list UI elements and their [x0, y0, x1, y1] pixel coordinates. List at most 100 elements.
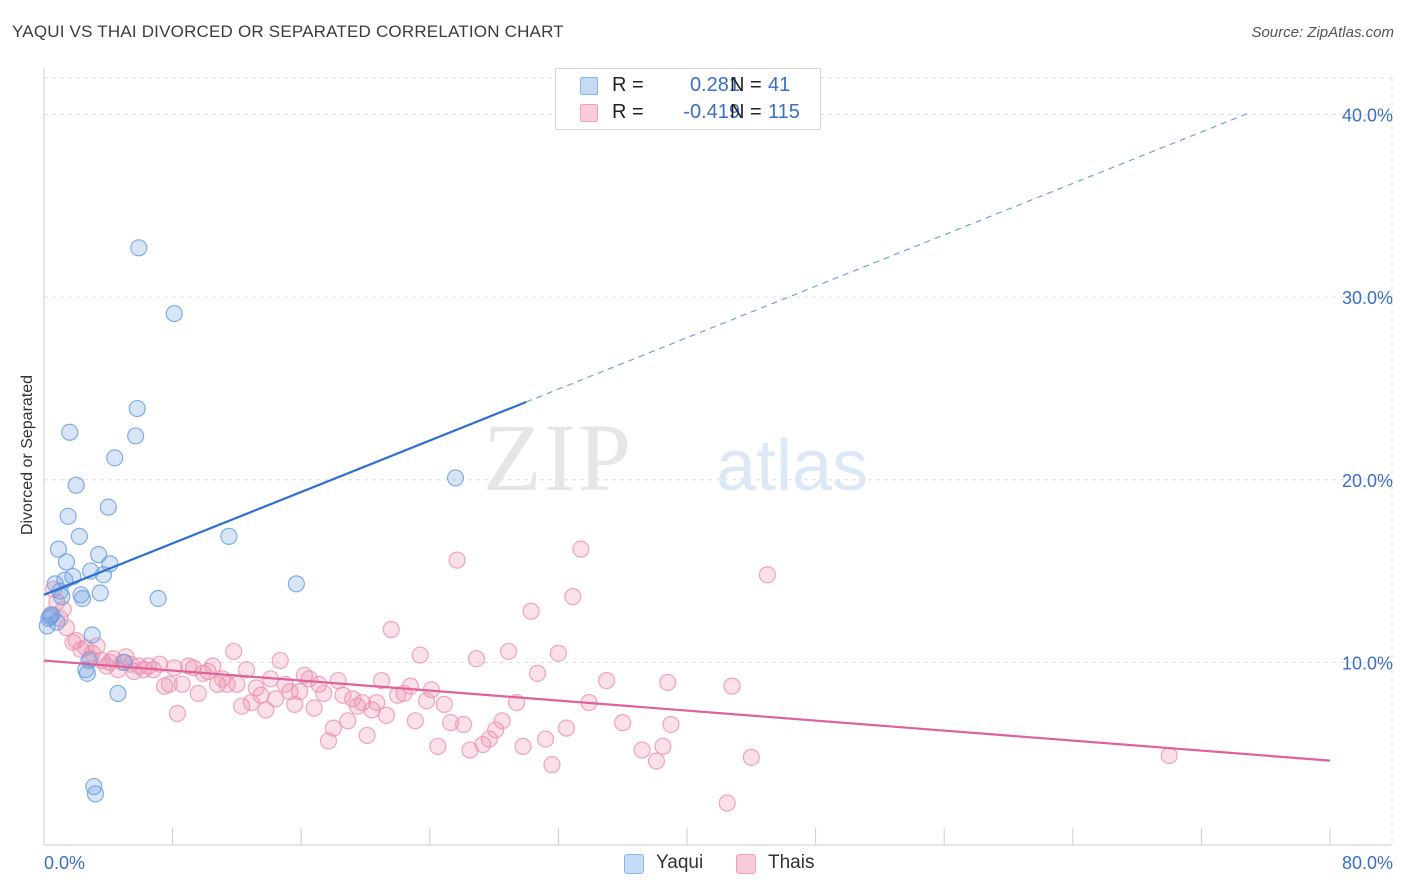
- thai-point: [271, 651, 289, 670]
- thai-point: [633, 741, 651, 759]
- source-credit: Source: ZipAtlas.com: [1251, 24, 1394, 41]
- thai-point: [168, 704, 187, 723]
- thai-point: [324, 719, 342, 737]
- thai-point: [382, 620, 400, 639]
- yaqui-point: [70, 527, 88, 545]
- thai-point: [257, 701, 275, 719]
- yaqui-point: [83, 626, 101, 644]
- thai-point: [173, 675, 191, 693]
- yaqui-point: [86, 785, 105, 803]
- thai-point: [334, 686, 352, 704]
- legend-n-label: N =: [730, 101, 762, 123]
- thai-point: [237, 661, 256, 679]
- thai-point: [654, 737, 672, 755]
- thai-point: [372, 672, 391, 690]
- thai-point: [315, 684, 333, 703]
- yaqui-point: [67, 476, 85, 494]
- yaqui-point: [99, 498, 117, 516]
- thai-point: [718, 794, 736, 812]
- legend-r-value: 0.281: [689, 74, 740, 96]
- y-tick-label: 20.0%: [1342, 471, 1393, 491]
- legend-n-label: N =: [730, 74, 762, 96]
- yaqui-point: [61, 423, 79, 441]
- yaqui-point: [41, 608, 60, 626]
- watermark: ZIP atlas: [483, 404, 868, 511]
- thai-point: [454, 715, 473, 734]
- thai-point: [557, 719, 576, 737]
- thai-point: [209, 675, 227, 693]
- thai-point: [522, 602, 540, 620]
- thai-point: [339, 712, 357, 730]
- thai-point: [467, 650, 486, 668]
- yaqui-point: [128, 399, 146, 418]
- thai-point: [199, 662, 217, 681]
- thai-point: [310, 675, 328, 693]
- thai-point: [514, 737, 532, 755]
- thai-point: [614, 714, 632, 732]
- yaqui-point: [149, 589, 167, 608]
- thai-point: [160, 675, 178, 693]
- thai-point: [442, 714, 460, 732]
- thai-point: [499, 642, 518, 661]
- legend-swatch-thais: [580, 104, 598, 122]
- yaqui-point: [78, 664, 97, 682]
- yaqui-point: [130, 239, 148, 257]
- thai-point: [758, 566, 776, 584]
- bottom-legend-swatch-yaqui: [624, 854, 644, 874]
- thai-point: [329, 672, 347, 690]
- thai-point: [305, 699, 323, 717]
- yaqui-point: [446, 469, 465, 487]
- bottom-legend-label-yaqui: Yaqui: [656, 852, 704, 873]
- thai-point: [368, 693, 386, 712]
- yaqui-point: [73, 589, 92, 608]
- yaqui-point: [59, 507, 77, 525]
- bottom-legend-swatch-thais: [736, 854, 756, 874]
- thai-point: [358, 726, 376, 745]
- yaqui-point: [127, 427, 145, 445]
- x-tick-label: 0.0%: [44, 853, 85, 873]
- yaqui-point: [57, 553, 76, 571]
- thai-point: [233, 697, 251, 715]
- thai-point: [598, 672, 616, 690]
- thai-point: [411, 646, 429, 664]
- thai-point: [218, 675, 236, 693]
- thai-point: [647, 752, 666, 770]
- thai-point: [742, 748, 760, 766]
- legend-r-label: R =: [612, 101, 644, 123]
- thai-point: [536, 730, 555, 748]
- thai-point: [429, 737, 447, 755]
- thai-point: [406, 712, 424, 730]
- yaqui-point: [49, 540, 68, 558]
- thai-point: [290, 682, 309, 701]
- thai-trendline: [43, 659, 1331, 762]
- thai-point: [448, 551, 466, 569]
- thai-point: [252, 686, 270, 704]
- yaqui-point: [91, 584, 109, 602]
- yaqui-point: [106, 449, 124, 467]
- thai-point: [543, 756, 561, 774]
- yaqui-trendline-extension: [526, 112, 1250, 403]
- thai-point: [165, 659, 183, 677]
- thai-point: [319, 732, 338, 750]
- thai-point: [662, 715, 680, 734]
- thai-point: [564, 588, 582, 606]
- legend-r-label: R =: [612, 74, 644, 96]
- stats-legend: R = 0.281 N = 41 R = -0.419 N = 115: [555, 68, 821, 130]
- thai-point: [1160, 746, 1178, 765]
- thai-point: [377, 706, 395, 724]
- chart-title: YAQUI VS THAI DIVORCED OR SEPARATED CORR…: [12, 22, 564, 41]
- yaqui-point: [109, 684, 127, 703]
- thai-point: [572, 540, 590, 558]
- thai-point: [189, 684, 207, 703]
- y-tick-label: 40.0%: [1342, 106, 1393, 126]
- thai-point: [281, 682, 299, 701]
- thai-point: [225, 642, 243, 661]
- yaqui-trendline: [43, 400, 527, 596]
- thai-point: [723, 677, 741, 695]
- thai-point: [528, 664, 547, 682]
- y-tick-label: 10.0%: [1342, 653, 1393, 673]
- y-tick-label: 30.0%: [1342, 288, 1393, 308]
- x-tick-label: 80.0%: [1342, 853, 1393, 873]
- legend-n-value: 41: [768, 74, 791, 96]
